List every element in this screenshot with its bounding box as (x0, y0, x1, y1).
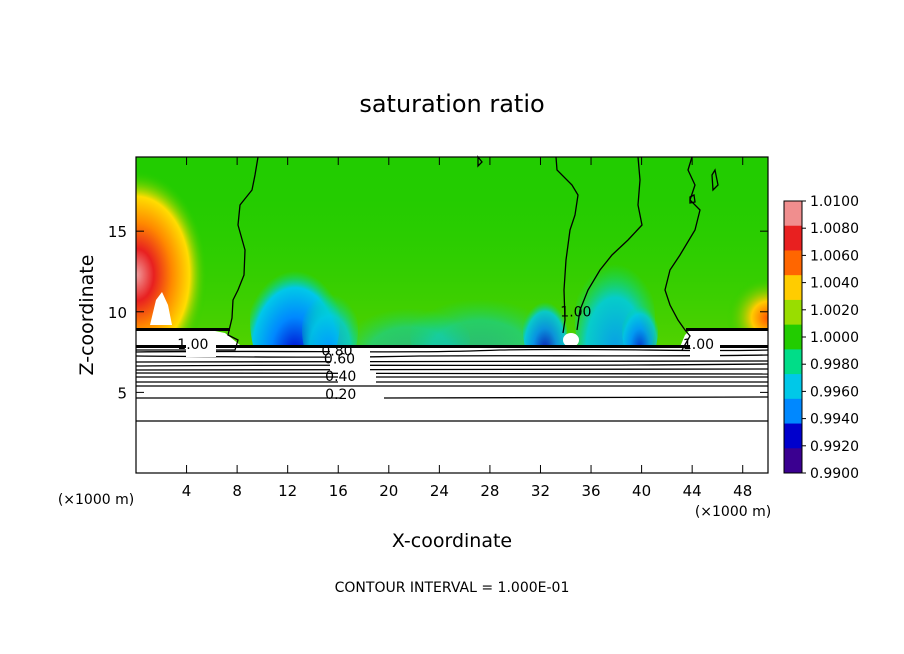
colorbar-label: 1.0040 (810, 276, 859, 292)
x-axis-label: X-coordinate (392, 530, 512, 552)
contour-lines (135, 155, 769, 422)
chart-title: saturation ratio (359, 90, 544, 118)
contour-label: 1.00 (683, 337, 714, 353)
contour-labels: 1.00 0.800.60 0.40 0.20 1.00 1.00 (177, 305, 714, 403)
colorbar-swatch (784, 374, 802, 400)
contour-label: 0.80 (321, 343, 352, 359)
x-tick-label: 4 (182, 482, 192, 500)
colorbar-swatch (784, 324, 802, 350)
colorbar-label: 1.0080 (810, 221, 859, 237)
colorbar: 1.0100 1.0080 1.0060 1.0040 1.0020 1.0000 0.99… (783, 194, 859, 482)
contour-label: 1.00 (177, 337, 208, 353)
colorbar-swatch (784, 275, 802, 301)
contour-interval-note: CONTOUR INTERVAL = 1.000E-01 (335, 580, 570, 596)
plot-frame (135, 156, 769, 474)
colorbar-swatch (784, 225, 802, 251)
x-tick-label: 20 (379, 482, 398, 500)
colorbar-label: 0.9940 (810, 412, 859, 428)
colorbar-label: 1.0060 (810, 248, 859, 264)
x-tick-label: 8 (232, 482, 242, 500)
x-tick-label: 44 (683, 482, 702, 500)
x-tick-label: 12 (278, 482, 297, 500)
colorbar-label: 0.9960 (810, 384, 859, 400)
contour-label: 1.00 (560, 305, 591, 321)
colorbar-swatch (784, 423, 802, 449)
x-tick-label: 36 (581, 482, 600, 500)
colorbar-label: 1.0100 (810, 194, 859, 210)
colorbar-swatch (784, 299, 802, 326)
contour-label: 0.60 (324, 351, 355, 367)
contour-label: 0.20 (325, 387, 356, 403)
contour-label: 0.40 (325, 369, 356, 385)
colorbar-label: 1.0000 (810, 330, 859, 346)
y-tick-label: 15 (108, 223, 127, 241)
colorbar-label: 0.9980 (810, 357, 859, 373)
x-unit-label-left: (×1000 m) (58, 492, 134, 508)
x-tick-label: 16 (329, 482, 348, 500)
x-tick-label: 40 (632, 482, 651, 500)
x-tick-label: 32 (531, 482, 550, 500)
colorbar-label: 0.9920 (810, 439, 859, 455)
x-tick-label: 48 (733, 482, 752, 500)
field-layer (136, 157, 768, 347)
contour-label-backdrops (186, 345, 720, 404)
colorbar-swatch (784, 448, 802, 474)
x-tick-label: 28 (480, 482, 499, 500)
colorbar-label: 0.9900 (810, 466, 859, 482)
axis-ticks (136, 157, 768, 473)
colorbar-swatch (784, 250, 802, 276)
colorbar-swatch (784, 201, 802, 227)
colorbar-label: 1.0020 (810, 303, 859, 319)
y-tick-label: 10 (108, 304, 127, 322)
lower-layer (136, 328, 768, 473)
x-unit-label-right: (×1000 m) (695, 504, 771, 520)
x-tick-label: 24 (430, 482, 449, 500)
colorbar-swatch (784, 349, 802, 375)
colorbar-swatch (784, 398, 802, 425)
y-tick-label: 5 (117, 384, 127, 402)
y-axis-label: Z-coordinate (76, 255, 98, 376)
